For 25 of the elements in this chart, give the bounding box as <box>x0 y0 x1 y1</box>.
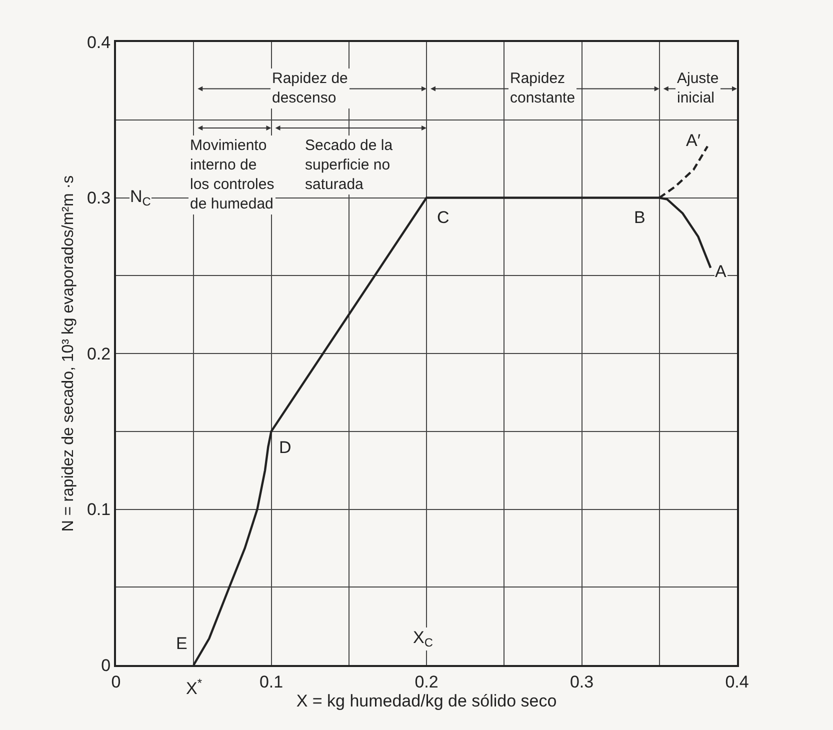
annotation: Movimiento interno de los controles de humedad <box>190 137 274 212</box>
x-tick-label: 0.1 <box>259 672 284 692</box>
annotation: X$^{*}$ <box>186 676 202 698</box>
annotation: Secado de la superficie no saturada <box>305 137 394 193</box>
annotation: N$_{C}$ <box>130 187 152 209</box>
y-tick-label: 0.1 <box>86 500 111 520</box>
annotation: Rapidez constante <box>510 70 576 106</box>
annotation: X$_{C}$ <box>413 628 434 650</box>
y-axis-title: N = rapidez de secado, 10³ kg evaporados/m²m ·s <box>60 175 77 532</box>
annotation: A′ <box>686 131 701 150</box>
annotation: Rapidez de descenso <box>272 70 348 106</box>
y-tick-label: 0.4 <box>86 32 111 52</box>
x-tick-label: 0.4 <box>725 672 749 692</box>
annotation: A <box>715 262 727 281</box>
y-tick-label: 0.3 <box>86 188 111 208</box>
annotation: Ajuste inicial <box>677 70 719 106</box>
annotation: D <box>279 438 292 457</box>
y-tick-label: 0.2 <box>86 344 111 364</box>
x-tick-label: 0.2 <box>414 672 438 692</box>
annotation: C <box>437 208 450 227</box>
x-axis-title: X = kg humedad/kg de sólido seco <box>296 691 557 710</box>
y-tick-label: 0 <box>101 656 111 675</box>
annotation: B <box>634 208 646 227</box>
x-tick-label: 0.3 <box>570 672 594 692</box>
annotation: E <box>176 634 188 653</box>
